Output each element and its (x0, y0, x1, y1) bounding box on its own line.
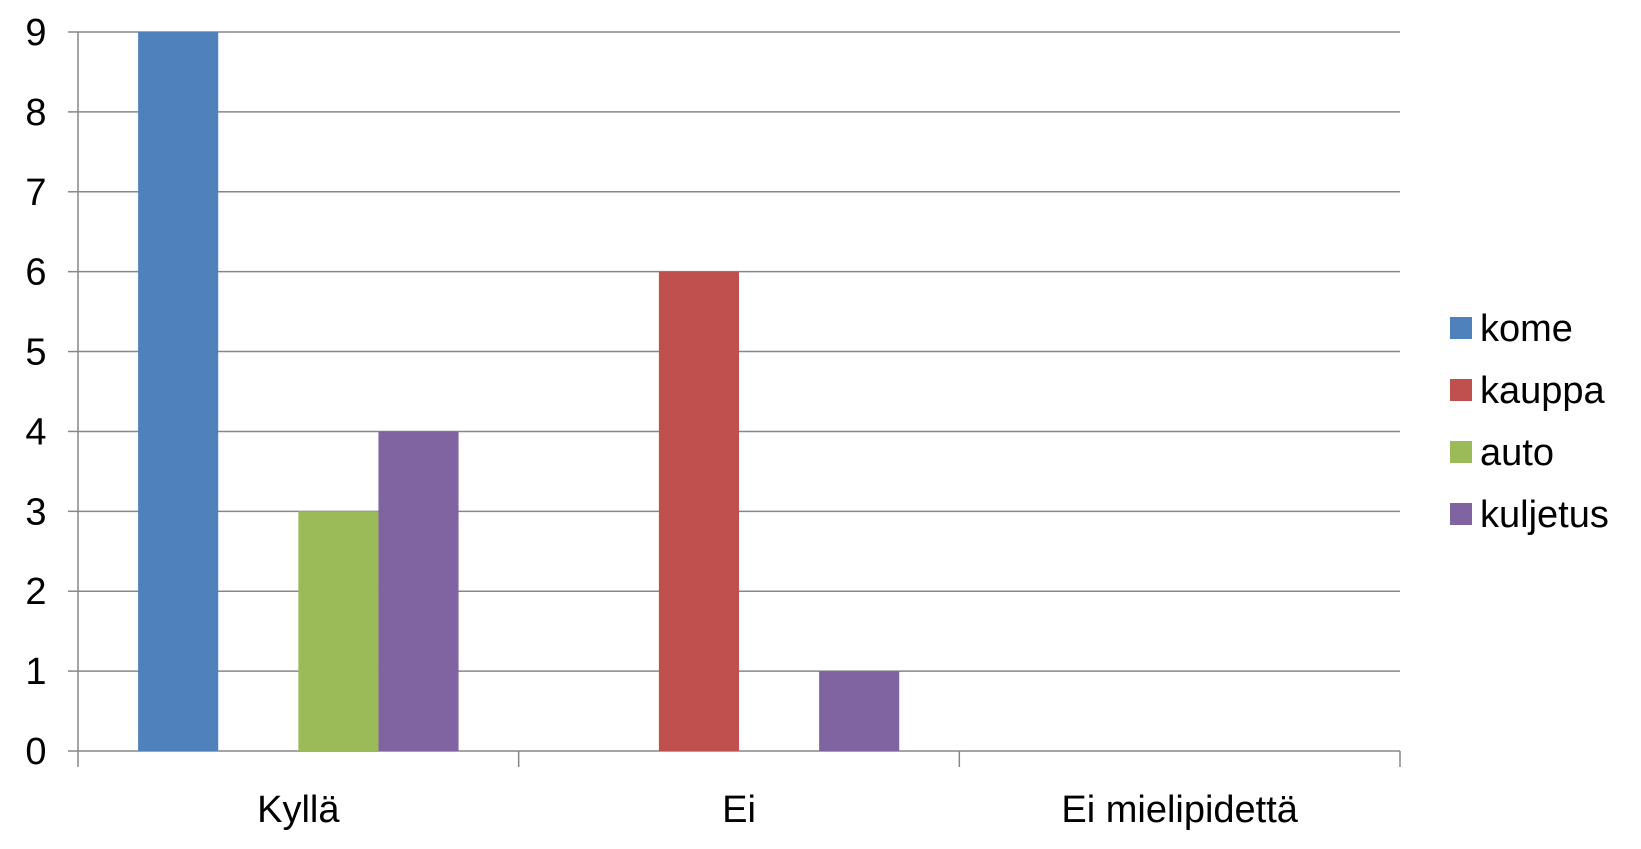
x-axis-tick-labels: Kyllä Ei Ei mielipidettä (257, 789, 1299, 831)
y-tick-label: 2 (25, 571, 46, 613)
y-tick-label: 7 (25, 172, 46, 214)
x-tick-label: Kyllä (257, 789, 340, 831)
legend-label: kuljetus (1480, 494, 1609, 536)
y-tick-label: 1 (25, 651, 46, 693)
y-tick-label: 8 (25, 92, 46, 134)
bar-auto-0 (298, 511, 379, 751)
legend-label: auto (1480, 432, 1554, 474)
y-tick-label: 0 (25, 731, 46, 773)
bars (138, 32, 900, 751)
legend-swatch-auto (1450, 441, 1472, 463)
legend-swatch-kuljetus (1450, 503, 1472, 525)
bar-kuljetus-0 (378, 431, 459, 751)
y-tick-label: 3 (25, 491, 46, 533)
bar-kuljetus-1 (819, 671, 900, 751)
legend-label: kome (1480, 308, 1573, 350)
y-tick-label: 6 (25, 252, 46, 294)
legend-swatch-kome (1450, 317, 1472, 339)
x-tick-label: Ei mielipidettä (1061, 789, 1298, 831)
y-tick-label: 4 (25, 411, 46, 453)
y-tick-label: 9 (25, 12, 46, 54)
x-tick-label: Ei (722, 789, 756, 831)
bar-kauppa-1 (658, 271, 739, 751)
bar-kome-0 (138, 32, 219, 751)
legend: kome kauppa auto kuljetus (1450, 308, 1609, 536)
legend-label: kauppa (1480, 370, 1606, 412)
y-tick-label: 5 (25, 332, 46, 374)
y-axis-tick-labels: 0 1 2 3 4 5 6 7 8 9 (25, 12, 46, 773)
legend-swatch-kauppa (1450, 379, 1472, 401)
